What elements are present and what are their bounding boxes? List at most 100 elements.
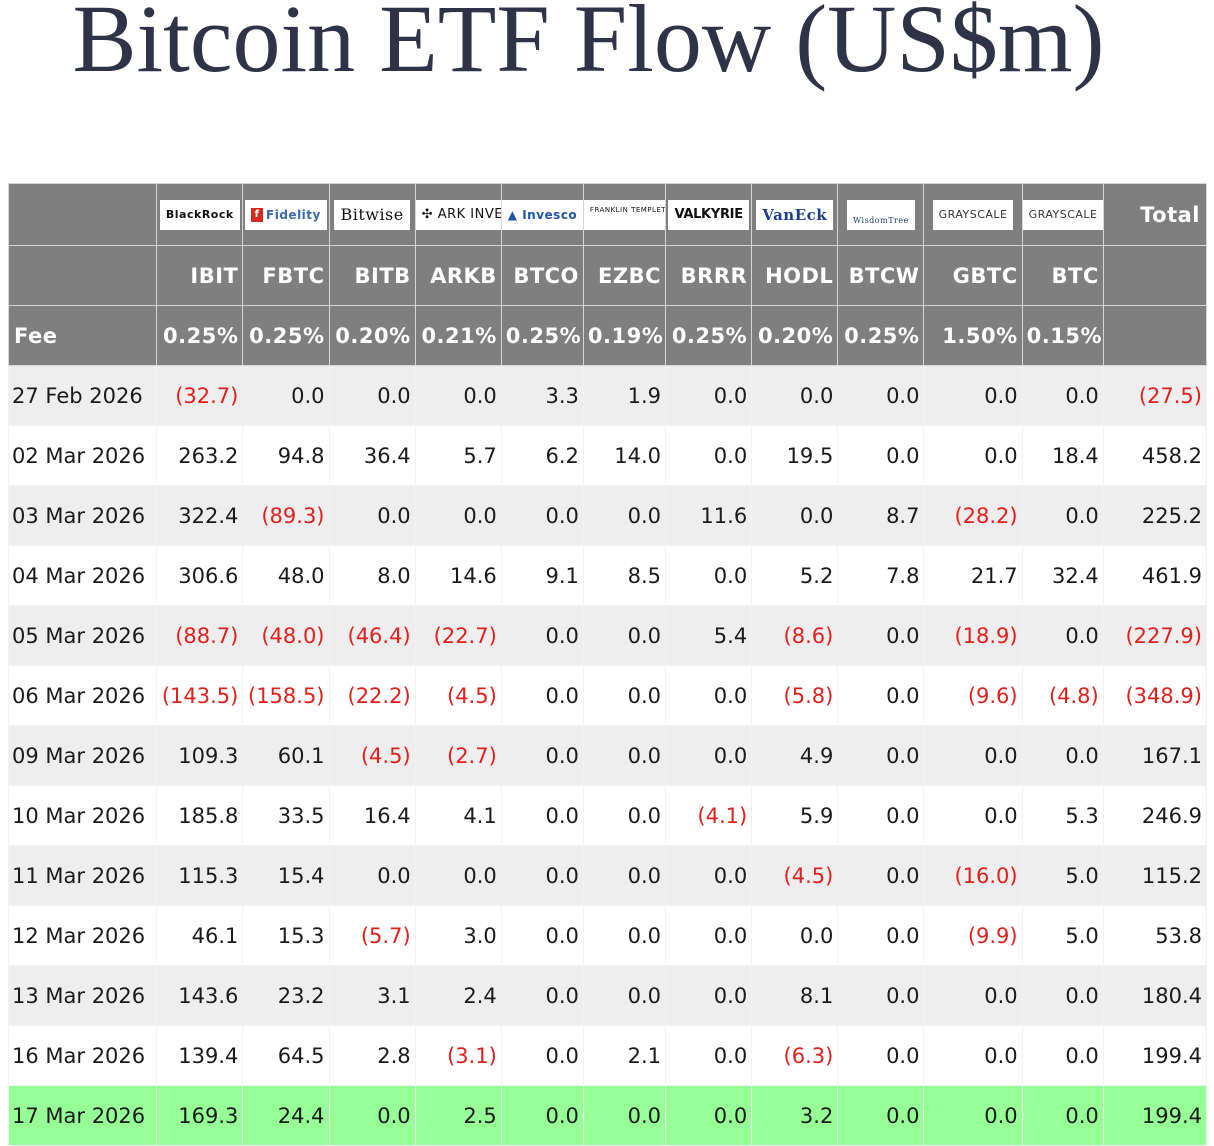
ticker-header: BTC <box>1021 245 1104 306</box>
flow-cell: 0.0 <box>242 365 330 426</box>
flow-cell: 15.3 <box>242 905 330 966</box>
grayscale-gbtc-logo: GRAYSCALE <box>932 199 1014 230</box>
fee-cell: 0.25% <box>242 305 330 366</box>
date-cell: 04 Mar 2026 <box>7 545 158 606</box>
ticker-header: GBTC <box>923 245 1023 306</box>
table-row: 10 Mar 2026 185.8 33.5 16.4 4.1 0.0 0.0 (4.1) 5.… <box>7 785 1208 846</box>
flow-cell: 5.4 <box>665 605 753 666</box>
flow-cell: (88.7) <box>156 605 244 666</box>
flow-cell: 0.0 <box>837 965 925 1026</box>
flow-cell: 115.3 <box>156 845 244 906</box>
flow-cell: 3.3 <box>500 365 584 426</box>
flow-cell: 0.0 <box>923 1025 1023 1086</box>
flow-cell: 15.4 <box>242 845 330 906</box>
flow-cell: 0.0 <box>582 485 667 546</box>
flow-cell: 0.0 <box>500 785 584 846</box>
flow-cell: 0.0 <box>1021 965 1104 1026</box>
total-cell: (348.9) <box>1102 665 1208 726</box>
ticker-header: BITB <box>328 245 416 306</box>
table-row: 12 Mar 2026 46.1 15.3 (5.7) 3.0 0.0 0.0 0.0 0.0 0… <box>7 905 1208 966</box>
flow-cell: 2.8 <box>328 1025 416 1086</box>
flow-cell: 0.0 <box>328 1085 416 1146</box>
flow-cell: 306.6 <box>156 545 244 606</box>
flow-cell: 0.0 <box>751 365 839 426</box>
flow-cell: 185.8 <box>156 785 244 846</box>
flow-cell: 19.5 <box>751 425 839 486</box>
flow-cell: (4.5) <box>414 665 502 726</box>
flow-cell: 0.0 <box>665 965 753 1026</box>
total-cell: 225.2 <box>1102 485 1208 546</box>
flow-cell: 5.3 <box>1021 785 1104 846</box>
date-cell: 27 Feb 2026 <box>7 365 158 426</box>
fee-cell: 0.25% <box>500 305 584 366</box>
date-cell: 09 Mar 2026 <box>7 725 158 786</box>
flow-cell: 5.0 <box>1021 905 1104 966</box>
table-row: 27 Feb 2026 (32.7) 0.0 0.0 0.0 3.3 1.9 0.0 0.0 0.… <box>7 365 1208 426</box>
blackrock-logo: BlackRock <box>159 199 240 230</box>
flow-cell: 8.5 <box>582 545 667 606</box>
flow-cell: 5.2 <box>751 545 839 606</box>
corner-cell <box>7 183 158 246</box>
ticker-header: EZBC <box>582 245 667 306</box>
ticker-header: FBTC <box>242 245 330 306</box>
flow-cell: 0.0 <box>665 545 753 606</box>
flow-cell: 0.0 <box>665 1025 753 1086</box>
ticker-header: BRRR <box>665 245 753 306</box>
flow-cell: 0.0 <box>500 665 584 726</box>
fidelity-mark-icon: f <box>251 208 264 222</box>
flow-cell: (5.7) <box>328 905 416 966</box>
flow-cell: 14.6 <box>414 545 502 606</box>
total-cell: 180.4 <box>1102 965 1208 1026</box>
table-row: 16 Mar 2026 139.4 64.5 2.8 (3.1) 0.0 2.1 0.0 (6.… <box>7 1025 1208 1086</box>
flow-cell: 0.0 <box>923 365 1023 426</box>
total-cell: 115.2 <box>1102 845 1208 906</box>
date-cell: 11 Mar 2026 <box>7 845 158 906</box>
flow-cell: 0.0 <box>837 425 925 486</box>
flow-cell: (9.9) <box>923 905 1023 966</box>
flow-cell: (4.5) <box>328 725 416 786</box>
total-cell: 458.2 <box>1102 425 1208 486</box>
fee-cell: 0.20% <box>751 305 839 366</box>
invesco-logo: ▲ Invesco <box>502 199 583 230</box>
flow-cell: 322.4 <box>156 485 244 546</box>
flow-cell: 0.0 <box>665 665 753 726</box>
fee-cell: 0.25% <box>837 305 925 366</box>
flow-cell: (4.5) <box>751 845 839 906</box>
flow-cell: 3.2 <box>751 1085 839 1146</box>
fee-cell: 0.25% <box>665 305 753 366</box>
flow-cell: (8.6) <box>751 605 839 666</box>
table-row: 03 Mar 2026 322.4 (89.3) 0.0 0.0 0.0 0.0 11.6 0.… <box>7 485 1208 546</box>
flow-cell: 109.3 <box>156 725 244 786</box>
total-cell: 199.4 <box>1102 1025 1208 1086</box>
flow-cell: 0.0 <box>1021 725 1104 786</box>
flow-table-body: 27 Feb 2026 (32.7) 0.0 0.0 0.0 3.3 1.9 0.0 0.0 0.… <box>7 365 1208 1146</box>
flow-cell: 7.8 <box>837 545 925 606</box>
grayscale-btc-logo: GRAYSCALE <box>1023 199 1103 230</box>
flow-cell: 1.9 <box>582 365 667 426</box>
flow-cell: 8.1 <box>751 965 839 1026</box>
ticker-header: HODL <box>751 245 839 306</box>
flow-cell: 0.0 <box>500 725 584 786</box>
flow-cell: 2.5 <box>414 1085 502 1146</box>
date-cell: 05 Mar 2026 <box>7 605 158 666</box>
valkyrie-logo: VALKYRIE <box>668 199 749 230</box>
date-cell: 16 Mar 2026 <box>7 1025 158 1086</box>
flow-cell: 0.0 <box>837 605 925 666</box>
flow-cell: (89.3) <box>242 485 330 546</box>
flow-cell: 0.0 <box>923 1085 1023 1146</box>
franklin-templeton-logo: FRANKLIN TEMPLETON <box>584 199 665 230</box>
flow-cell: 8.0 <box>328 545 416 606</box>
flow-cell: 0.0 <box>582 965 667 1026</box>
flow-cell: 0.0 <box>837 365 925 426</box>
flow-cell: 2.1 <box>582 1025 667 1086</box>
flow-cell: 0.0 <box>665 425 753 486</box>
flow-cell: 5.9 <box>751 785 839 846</box>
flow-cell: (6.3) <box>751 1025 839 1086</box>
flow-cell: 60.1 <box>242 725 330 786</box>
fee-cell: 1.50% <box>923 305 1023 366</box>
flow-cell: (4.8) <box>1021 665 1104 726</box>
date-cell: 06 Mar 2026 <box>7 665 158 726</box>
flow-cell: 0.0 <box>582 605 667 666</box>
flow-cell: 0.0 <box>582 1085 667 1146</box>
